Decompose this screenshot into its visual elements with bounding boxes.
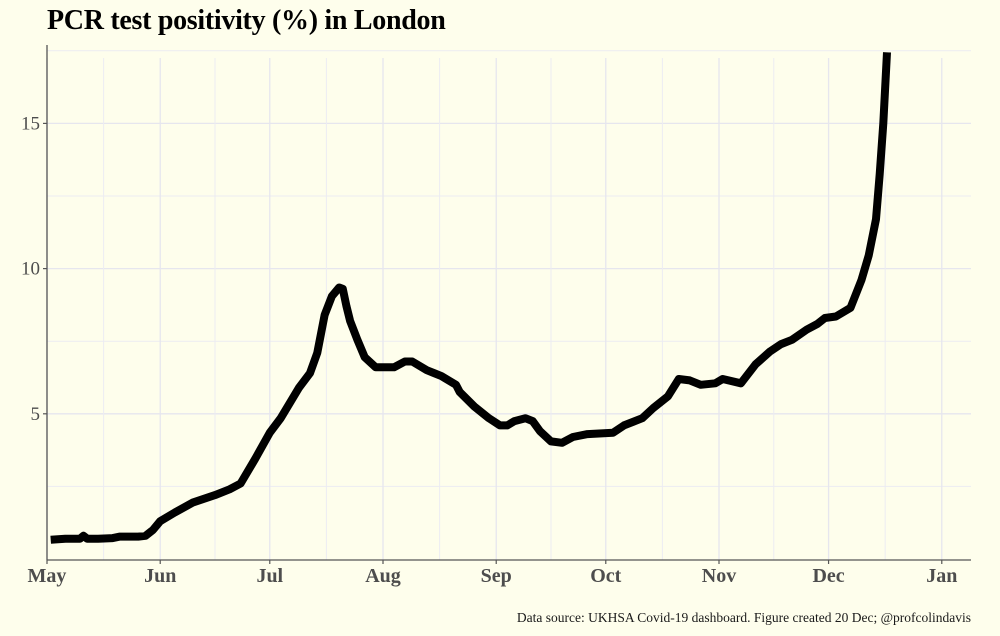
x-tick-label: Aug	[365, 565, 401, 587]
x-tick-label: Jun	[144, 565, 176, 587]
x-tick-label: Nov	[702, 565, 736, 587]
chart-title: PCR test positivity (%) in London	[47, 5, 446, 36]
x-tick-label: Dec	[812, 565, 844, 587]
x-tick-label: Jan	[926, 565, 957, 587]
chart-caption: Data source: UKHSA Covid-19 dashboard. F…	[516, 610, 971, 625]
gridlines	[46, 50, 971, 560]
axes	[46, 45, 971, 561]
y-tick-label: 15	[21, 113, 40, 134]
x-tick-label: Sep	[481, 565, 512, 587]
y-axis-ticks: 5 10 15	[21, 113, 47, 425]
y-tick-label: 5	[31, 404, 41, 425]
x-tick-label: May	[28, 565, 67, 587]
y-tick-label: 10	[21, 259, 40, 280]
series-group	[50, 52, 891, 544]
x-tick-label: Jul	[256, 565, 283, 587]
series-line	[50, 52, 891, 544]
x-tick-label: Oct	[590, 565, 621, 587]
x-axis-ticks: May Jun Jul Aug Sep Oct Nov Dec Jan	[28, 560, 957, 587]
